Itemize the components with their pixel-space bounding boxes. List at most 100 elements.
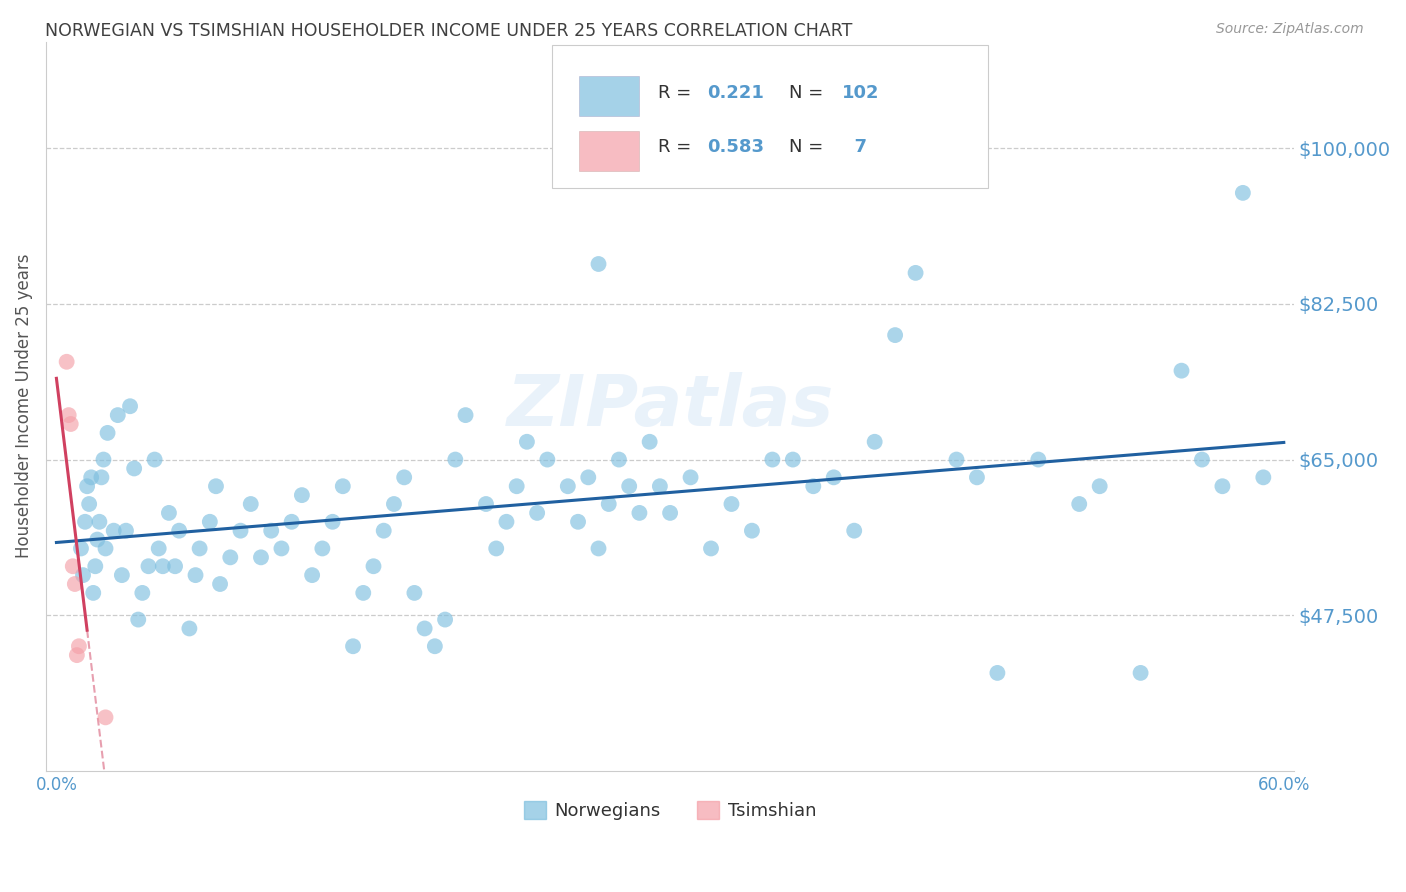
Point bbox=[382, 497, 405, 511]
Legend: Norwegians, Tsimshian: Norwegians, Tsimshian bbox=[517, 794, 824, 827]
Point bbox=[1253, 470, 1275, 484]
Text: 7: 7 bbox=[842, 138, 868, 156]
Point bbox=[179, 622, 201, 636]
Point bbox=[322, 515, 344, 529]
Point bbox=[63, 577, 86, 591]
Point bbox=[122, 461, 145, 475]
Point bbox=[89, 515, 111, 529]
Text: R =: R = bbox=[658, 84, 696, 102]
Point bbox=[904, 266, 927, 280]
Point bbox=[373, 524, 395, 538]
Point bbox=[84, 559, 107, 574]
Point bbox=[82, 586, 104, 600]
Point bbox=[648, 479, 671, 493]
Point bbox=[301, 568, 323, 582]
Point bbox=[1191, 452, 1213, 467]
Point bbox=[823, 470, 845, 484]
Point bbox=[638, 434, 661, 449]
Point bbox=[404, 586, 426, 600]
Point bbox=[229, 524, 252, 538]
Point bbox=[1232, 186, 1254, 200]
Point bbox=[588, 541, 610, 556]
Point bbox=[884, 328, 907, 343]
Text: ZIPatlas: ZIPatlas bbox=[506, 372, 834, 441]
Point bbox=[332, 479, 354, 493]
Point bbox=[741, 524, 763, 538]
FancyBboxPatch shape bbox=[579, 131, 638, 170]
Point bbox=[184, 568, 207, 582]
Point bbox=[679, 470, 702, 484]
Point bbox=[55, 355, 77, 369]
Point bbox=[413, 622, 436, 636]
Point bbox=[761, 452, 783, 467]
Point bbox=[576, 470, 599, 484]
Point bbox=[966, 470, 988, 484]
Point bbox=[157, 506, 180, 520]
Point bbox=[131, 586, 153, 600]
Point bbox=[1026, 452, 1049, 467]
Point bbox=[250, 550, 273, 565]
Point bbox=[607, 452, 630, 467]
Point bbox=[844, 524, 866, 538]
Point bbox=[62, 559, 84, 574]
Point bbox=[291, 488, 314, 502]
Point bbox=[1088, 479, 1111, 493]
Point bbox=[72, 568, 94, 582]
Point bbox=[67, 639, 90, 653]
Point bbox=[111, 568, 134, 582]
Point bbox=[720, 497, 742, 511]
Point bbox=[659, 506, 682, 520]
Text: N =: N = bbox=[789, 84, 828, 102]
Text: N =: N = bbox=[789, 138, 828, 156]
Point bbox=[945, 452, 967, 467]
Point bbox=[536, 452, 558, 467]
Point bbox=[392, 470, 415, 484]
Point bbox=[863, 434, 886, 449]
Point bbox=[239, 497, 262, 511]
Point bbox=[165, 559, 187, 574]
Point bbox=[270, 541, 292, 556]
Text: NORWEGIAN VS TSIMSHIAN HOUSEHOLDER INCOME UNDER 25 YEARS CORRELATION CHART: NORWEGIAN VS TSIMSHIAN HOUSEHOLDER INCOM… bbox=[45, 22, 852, 40]
Point bbox=[80, 470, 103, 484]
Y-axis label: Householder Income Under 25 years: Householder Income Under 25 years bbox=[15, 254, 32, 558]
Point bbox=[66, 648, 89, 662]
Point bbox=[526, 506, 548, 520]
Point bbox=[280, 515, 302, 529]
Point bbox=[94, 541, 117, 556]
Point bbox=[115, 524, 138, 538]
Point bbox=[342, 639, 364, 653]
Point bbox=[1129, 665, 1152, 680]
Text: 0.221: 0.221 bbox=[707, 84, 765, 102]
Point bbox=[598, 497, 620, 511]
Point bbox=[1069, 497, 1091, 511]
Point bbox=[434, 613, 457, 627]
Point bbox=[107, 408, 129, 422]
Point bbox=[148, 541, 170, 556]
Point bbox=[120, 399, 142, 413]
Point bbox=[475, 497, 498, 511]
Point bbox=[58, 408, 80, 422]
Point bbox=[700, 541, 723, 556]
Point bbox=[93, 452, 115, 467]
FancyBboxPatch shape bbox=[551, 45, 988, 187]
Point bbox=[485, 541, 508, 556]
Text: R =: R = bbox=[658, 138, 696, 156]
Text: 102: 102 bbox=[842, 84, 880, 102]
Point bbox=[97, 425, 120, 440]
Point bbox=[1211, 479, 1233, 493]
Point bbox=[90, 470, 112, 484]
Point bbox=[260, 524, 283, 538]
Point bbox=[76, 479, 98, 493]
Point bbox=[588, 257, 610, 271]
Point bbox=[557, 479, 579, 493]
Point bbox=[986, 665, 1008, 680]
Point bbox=[127, 613, 149, 627]
Point bbox=[73, 515, 96, 529]
Point bbox=[505, 479, 527, 493]
Point bbox=[495, 515, 517, 529]
Text: Source: ZipAtlas.com: Source: ZipAtlas.com bbox=[1216, 22, 1364, 37]
Point bbox=[59, 417, 82, 431]
Point bbox=[516, 434, 538, 449]
Point bbox=[77, 497, 100, 511]
Point bbox=[782, 452, 804, 467]
